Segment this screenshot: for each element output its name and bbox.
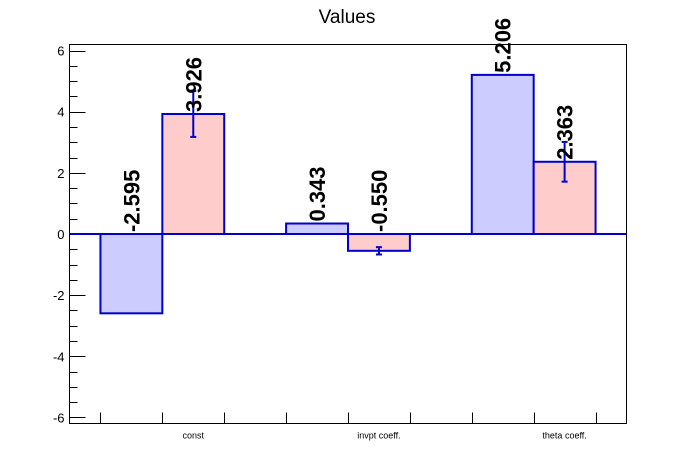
data-label: 2.363 bbox=[553, 105, 578, 160]
y-tick-label: 2 bbox=[57, 166, 64, 181]
y-tick-label: 4 bbox=[57, 105, 64, 120]
bar bbox=[470, 73, 535, 235]
data-label: 0.343 bbox=[305, 166, 330, 221]
y-tick-label: 6 bbox=[57, 44, 64, 59]
chart-title: Values bbox=[319, 7, 376, 28]
data-labels: -2.595 0.343 5.206 3.926 -0.550 2.363 bbox=[119, 18, 577, 232]
x-category-label: theta coeff. bbox=[542, 431, 586, 441]
y-tick-label: -4 bbox=[53, 349, 65, 364]
x-category-label: invpt coeff. bbox=[357, 431, 400, 441]
bars bbox=[69, 73, 627, 315]
data-label: 5.206 bbox=[491, 18, 516, 73]
bar bbox=[99, 233, 164, 315]
x-category-label: const bbox=[183, 431, 205, 441]
y-tick-label: -6 bbox=[53, 410, 65, 425]
data-label: -2.595 bbox=[119, 170, 144, 232]
x-axis: const invpt coeff. theta coeff. bbox=[100, 412, 597, 441]
y-tick-label: -2 bbox=[53, 288, 65, 303]
data-label: 3.926 bbox=[181, 57, 206, 112]
data-label: -0.550 bbox=[367, 170, 392, 232]
y-tick-label: 0 bbox=[57, 227, 64, 242]
bar bbox=[285, 222, 350, 236]
